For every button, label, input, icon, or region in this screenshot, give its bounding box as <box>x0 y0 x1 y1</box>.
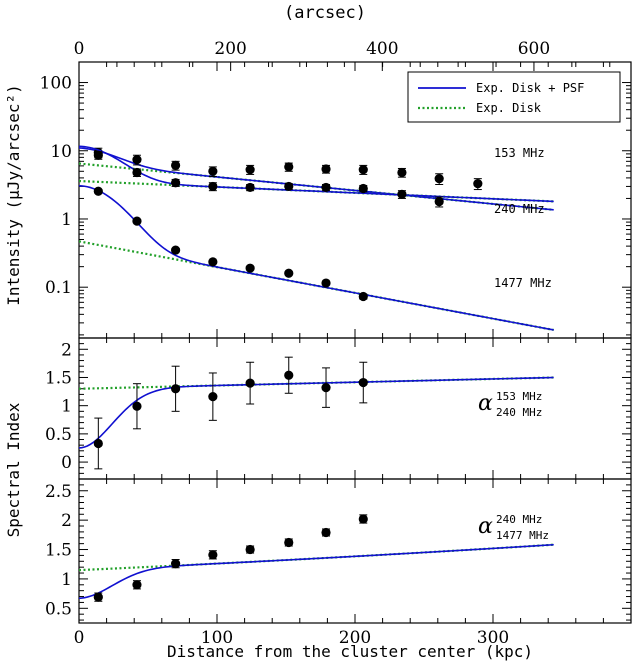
intensity-point <box>132 167 142 178</box>
intensity-point <box>397 189 407 199</box>
legend-label-model: Exp. Disk + PSF <box>476 81 584 95</box>
intensity-point <box>132 216 142 226</box>
intensity-point <box>321 164 331 174</box>
spectral-index-153-240-panel: 2 1.5 1 0.5 0 <box>45 337 632 480</box>
spectral-index-240-1477-panel: 2.5 2 1.5 1 0.50 100 200 300 <box>45 478 632 648</box>
intensity-point <box>245 263 255 273</box>
intensity-panel: 100 10 1 0.1 0 200 400 600 <box>40 39 632 339</box>
legend-box <box>407 71 621 123</box>
alpha-bot-point <box>171 559 181 569</box>
legend-label-disk: Exp. Disk <box>476 101 542 115</box>
alpha-bot-frame <box>78 478 632 624</box>
alpha-mid-point <box>321 383 331 393</box>
alpha-bot-y-tick-label: 2 <box>61 511 72 531</box>
alpha-mid-point <box>358 377 368 388</box>
intensity-point <box>397 167 407 178</box>
model-curve <box>78 145 554 203</box>
alpha-mid-point <box>245 378 255 388</box>
alpha-bot-point <box>321 527 331 538</box>
alpha-label-240-1477: α 240 MHz 1477 MHz <box>478 513 549 542</box>
intensity-point <box>358 164 368 175</box>
legend: Exp. Disk + PSF Exp. Disk <box>407 71 621 123</box>
alpha-mid-point <box>93 438 103 449</box>
alpha-label-153-240: α 153 MHz 240 MHz <box>478 390 542 419</box>
alpha-bot-y-tick-label: 0.5 <box>45 599 72 619</box>
intensity-point <box>284 181 294 192</box>
intensity-point <box>358 291 368 302</box>
x-tick-label: 300 <box>477 628 509 648</box>
alpha-bot-model-curve <box>78 543 554 600</box>
alpha-mid-y-tick-label: 1 <box>61 397 72 417</box>
intensity-point <box>321 182 331 193</box>
alpha-bot-point <box>245 544 255 555</box>
alpha-sup-bot: 240 MHz <box>496 513 542 526</box>
intensity-point <box>171 245 181 255</box>
alpha-bot-point <box>132 580 142 590</box>
intensity-point <box>358 183 368 194</box>
label-240mhz: 240 MHz <box>494 202 545 216</box>
label-153mhz: 153 MHz <box>494 146 545 160</box>
x-axis-label: Distance from the cluster center (kpc) <box>167 642 533 661</box>
intensity-point <box>473 179 483 189</box>
x-tick-label: 200 <box>339 628 371 648</box>
top-axis-label: (arcsec) <box>284 3 366 23</box>
intensity-y-tick-label: 100 <box>40 74 72 94</box>
intensity-y-tick-label: 10 <box>50 142 72 162</box>
alpha-bot-y-tick-label: 1.5 <box>45 541 72 561</box>
alpha-mid-point <box>132 401 142 411</box>
alpha-symbol-mid: α <box>478 391 493 416</box>
alpha-sup-mid: 153 MHz <box>496 390 542 403</box>
alpha-symbol-bot: α <box>478 514 493 539</box>
intensity-point <box>132 155 142 165</box>
model-curve <box>78 147 554 211</box>
alpha-mid-model-curve <box>78 376 554 449</box>
y-axis-label-spectral-index: Spectral Index <box>4 402 23 537</box>
alpha-mid-y-tick-label: 1.5 <box>45 368 72 388</box>
intensity-point <box>208 257 218 267</box>
intensity-point <box>284 162 294 172</box>
alpha-mid-y-tick-label: 0 <box>61 453 72 473</box>
alpha-mid-point <box>208 392 218 402</box>
alpha-bot-y-tick-label: 1 <box>61 570 72 590</box>
alpha-sub-mid: 240 MHz <box>496 406 542 419</box>
intensity-point <box>93 186 103 196</box>
intensity-point <box>321 278 331 288</box>
intensity-point <box>208 181 218 192</box>
alpha-bot-point <box>93 592 103 602</box>
intensity-point <box>93 150 103 160</box>
alpha-mid-y-tick-label: 2 <box>61 340 72 360</box>
alpha-mid-frame <box>78 337 632 480</box>
alpha-mid-y-tick-label: 0.5 <box>45 425 72 445</box>
x-tick-label: 100 <box>201 628 233 648</box>
arcsec-tick-label: 0 <box>74 39 85 59</box>
alpha-mid-point <box>171 384 181 394</box>
alpha-bot-point <box>358 514 368 524</box>
intensity-point <box>245 164 255 175</box>
y-axis-label-intensity: Intensity (µJy/arcsec²) <box>4 84 23 306</box>
intensity-point <box>171 178 181 188</box>
alpha-bot-point <box>208 550 218 560</box>
intensity-point <box>284 268 294 278</box>
intensity-point <box>245 182 255 193</box>
label-1477mhz: 1477 MHz <box>494 276 552 290</box>
intensity-y-tick-label: 1 <box>61 210 72 230</box>
arcsec-tick-label: 400 <box>366 39 398 59</box>
alpha-bot-y-tick-label: 2.5 <box>45 482 72 502</box>
arcsec-tick-label: 200 <box>214 39 246 59</box>
intensity-point <box>208 166 218 176</box>
intensity-point <box>434 196 444 207</box>
arcsec-tick-label: 600 <box>518 39 550 59</box>
alpha-mid-point <box>284 370 294 380</box>
alpha-bot-point <box>284 537 294 548</box>
x-tick-label: 0 <box>74 628 85 648</box>
alpha-sub-bot: 1477 MHz <box>496 529 549 542</box>
model-curve <box>78 184 554 331</box>
intensity-point <box>434 174 444 184</box>
intensity-y-tick-label: 0.1 <box>45 278 72 298</box>
intensity-point <box>171 160 181 171</box>
